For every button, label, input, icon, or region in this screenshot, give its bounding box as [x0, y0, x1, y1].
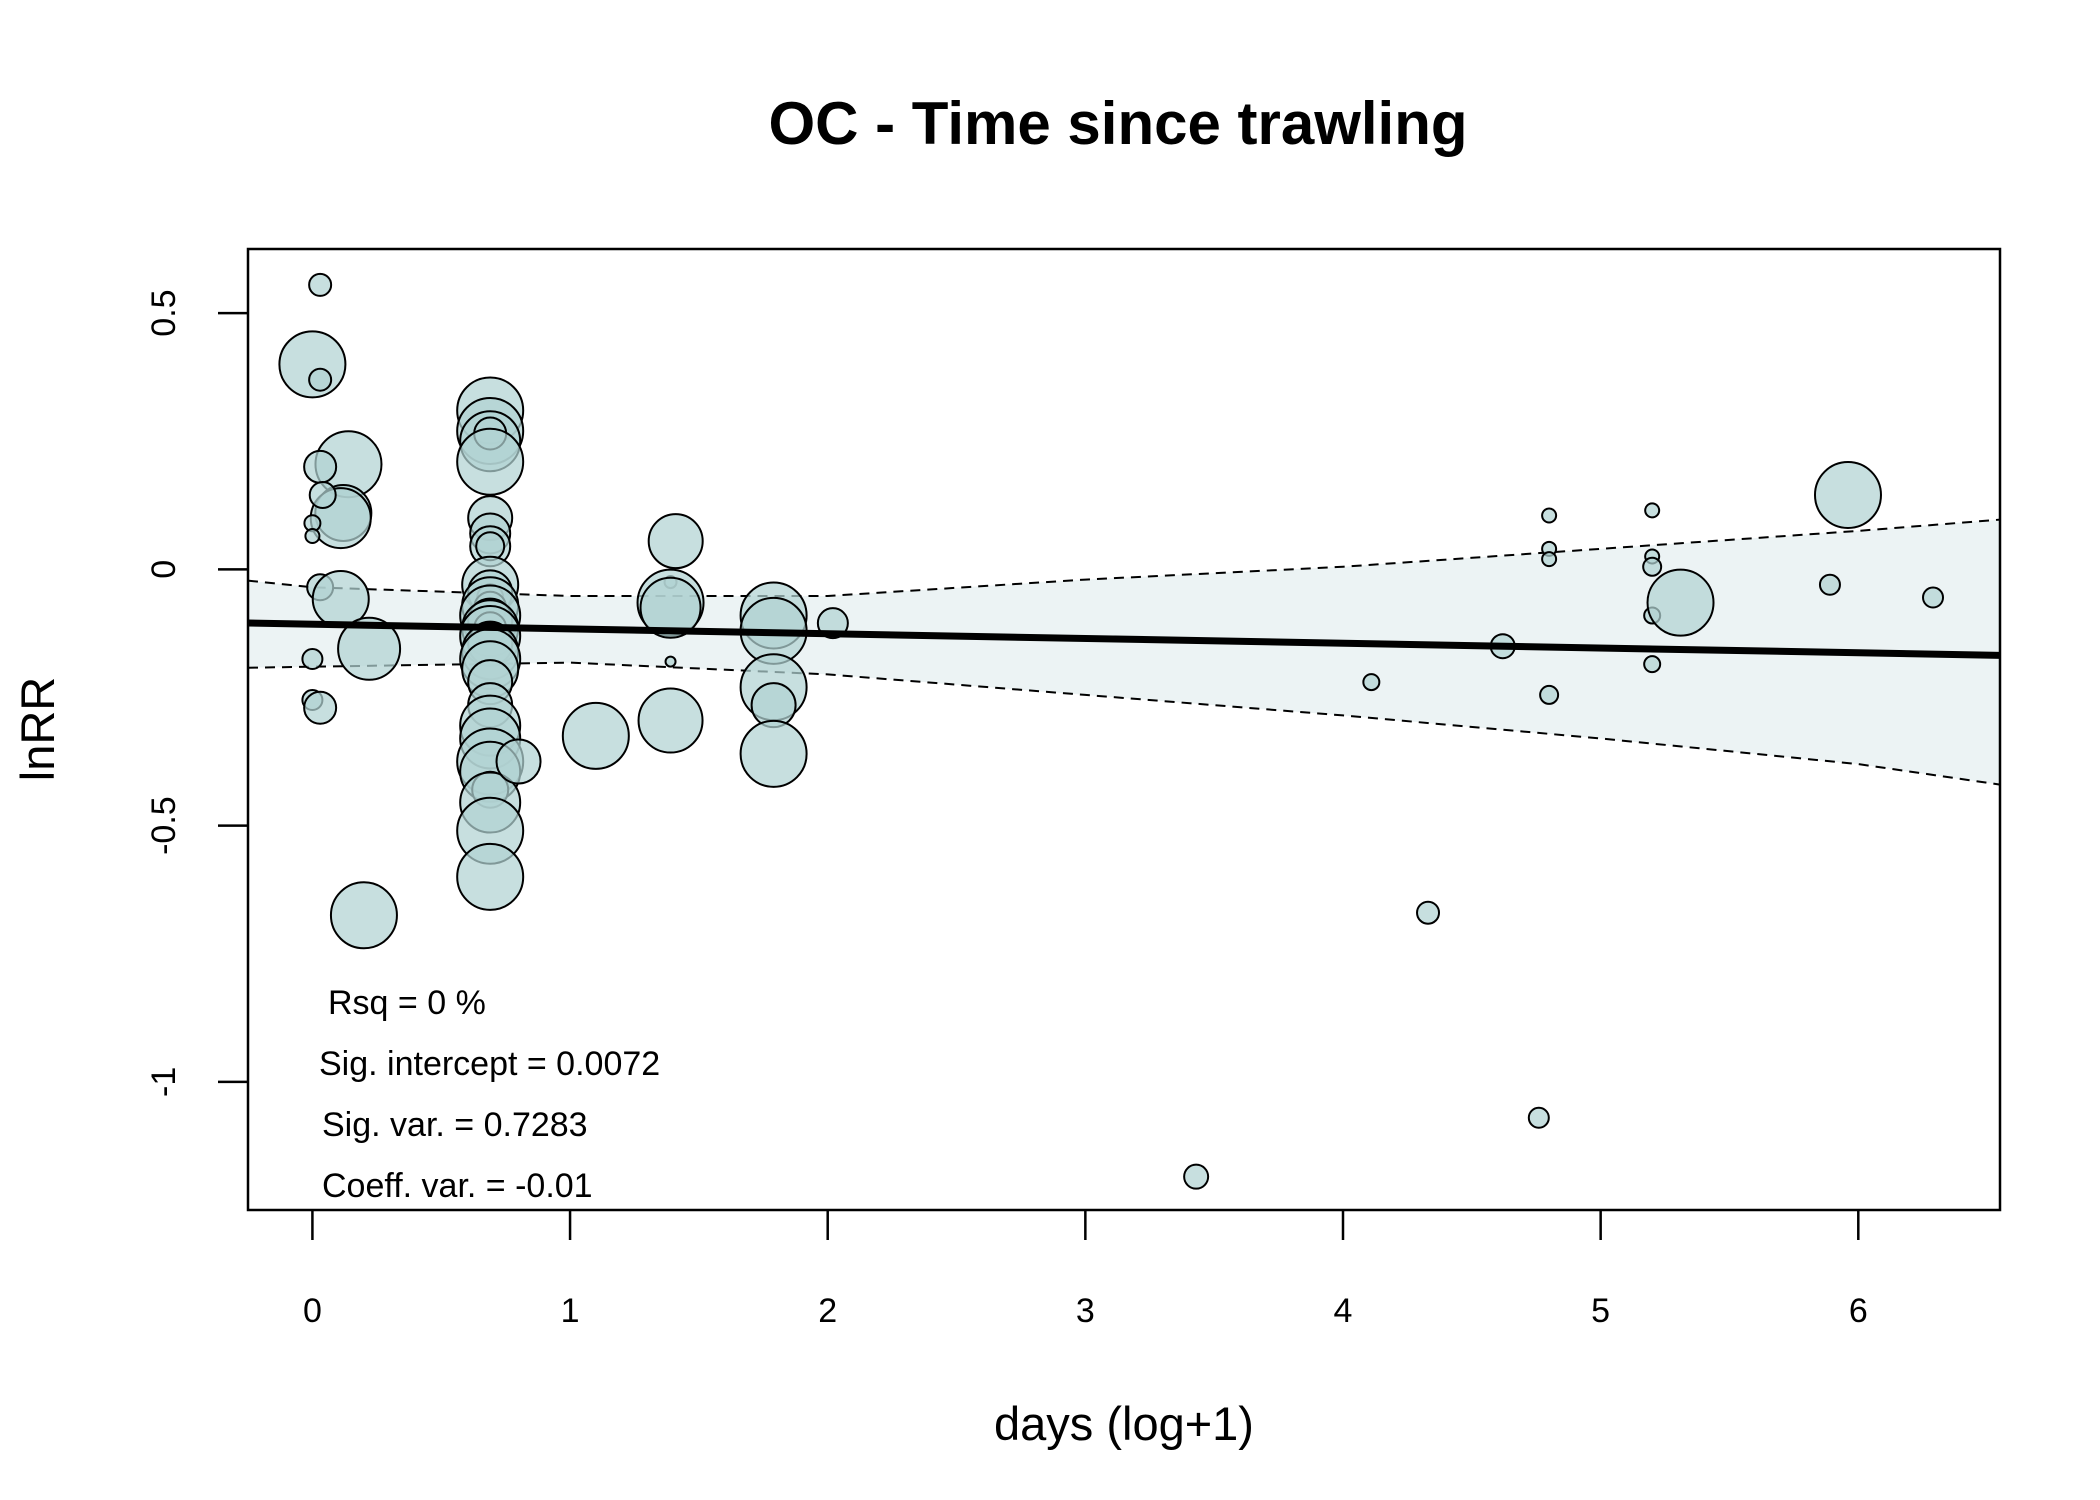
- plot-area: [247, 272, 2001, 1190]
- sig-intercept-label: Sig. intercept = 0.0072: [319, 1045, 660, 1083]
- data-point: [1362, 673, 1381, 692]
- ci-upper-line: [247, 518, 2001, 597]
- y-tick-label: -0.5: [145, 796, 183, 855]
- y-tick-label: 0: [145, 560, 183, 579]
- data-point: [1541, 551, 1558, 568]
- data-point: [1922, 586, 1945, 609]
- chart-title: OC - Time since trawling: [768, 90, 1467, 157]
- ci-lower-line: [247, 661, 2001, 786]
- x-tick-label: 3: [1076, 1292, 1095, 1330]
- data-point: [456, 427, 525, 496]
- data-point: [308, 481, 337, 510]
- data-point: [664, 655, 677, 668]
- data-point: [1818, 573, 1841, 596]
- x-tick-label: 6: [1849, 1292, 1868, 1330]
- sig-var-label: Sig. var. = 0.7283: [322, 1106, 588, 1144]
- x-tick-label: 5: [1591, 1292, 1610, 1330]
- data-point: [456, 842, 525, 911]
- x-tick-label: 1: [561, 1292, 580, 1330]
- data-point: [1539, 684, 1560, 705]
- data-point: [308, 367, 333, 392]
- data-point: [639, 576, 702, 639]
- y-tick-label: -1: [145, 1067, 183, 1097]
- rsq-label: Rsq = 0 %: [328, 984, 486, 1022]
- regression-line: [247, 619, 2001, 659]
- data-point: [647, 513, 704, 570]
- data-point: [1642, 556, 1663, 577]
- plot-frame: [246, 247, 2002, 1212]
- data-point: [301, 648, 324, 671]
- x-axis-label: days (log+1): [994, 1397, 1254, 1450]
- x-tick-label: 4: [1334, 1292, 1353, 1330]
- data-point: [329, 881, 398, 950]
- y-axis: 0.5 0 -0.5 -1: [145, 289, 248, 1097]
- y-tick-label: 0.5: [145, 289, 183, 336]
- data-point: [1416, 900, 1441, 925]
- coeff-var-label: Coeff. var. = -0.01: [322, 1167, 593, 1205]
- data-point: [337, 616, 402, 681]
- data-point: [1183, 1163, 1210, 1190]
- data-point: [1643, 655, 1662, 674]
- data-point: [1527, 1106, 1550, 1129]
- data-point: [561, 701, 630, 770]
- x-axis: 0 1 2 3 4 5 6: [303, 1210, 1868, 1330]
- y-axis-label: lnRR: [11, 677, 64, 781]
- data-point: [1644, 502, 1661, 519]
- data-point: [1813, 461, 1882, 530]
- data-point: [1646, 568, 1715, 637]
- data-point: [637, 687, 704, 754]
- x-tick-label: 2: [818, 1292, 837, 1330]
- data-point: [495, 738, 542, 785]
- data-point: [303, 449, 338, 484]
- data-point: [1541, 507, 1558, 524]
- regression-stats: Rsq = 0 % Sig. intercept = 0.0072 Sig. v…: [319, 984, 660, 1205]
- x-tick-label: 0: [303, 1292, 322, 1330]
- data-point: [304, 528, 321, 545]
- confidence-band: [248, 519, 2000, 785]
- data-point: [303, 690, 338, 725]
- data-point: [308, 272, 333, 297]
- data-point: [739, 719, 808, 788]
